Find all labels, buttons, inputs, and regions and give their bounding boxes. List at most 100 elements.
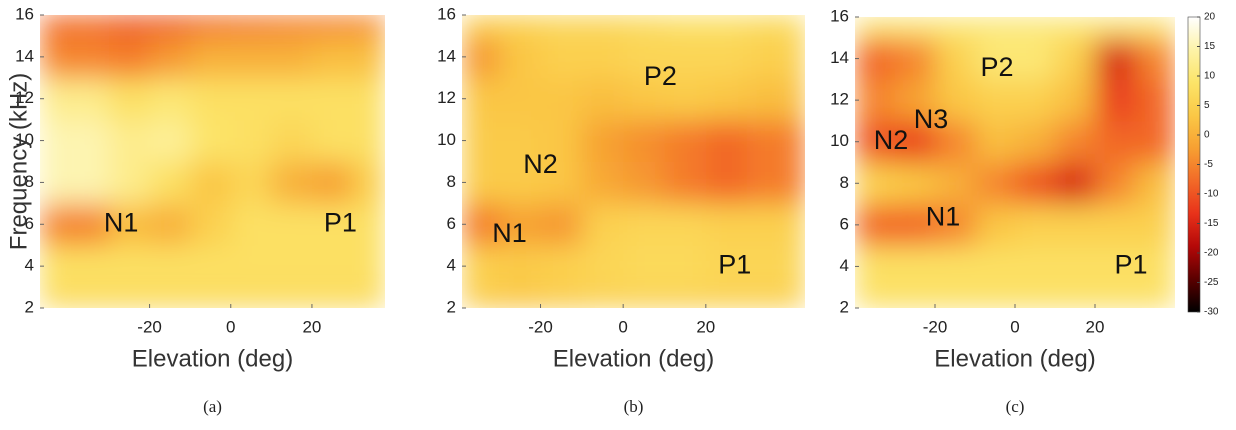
- heat-cell: [664, 245, 707, 288]
- heat-cell: [895, 287, 936, 308]
- heat-cell: [1015, 79, 1056, 122]
- y-tick-label: 14: [15, 46, 34, 65]
- annotation: N1: [492, 218, 527, 248]
- plot-area: [40, 15, 385, 308]
- y-tick-label: 6: [447, 214, 456, 233]
- y-tick-label: 2: [840, 297, 849, 316]
- heat-cell: [1135, 120, 1175, 163]
- heat-cell: [540, 15, 583, 37]
- heat-cell: [109, 35, 151, 79]
- plot-area: [462, 15, 805, 308]
- heat-cell: [462, 77, 500, 121]
- y-tick-label: 12: [437, 88, 456, 107]
- heat-cell: [1055, 79, 1096, 122]
- heat-cell: [462, 15, 500, 37]
- heat-cell: [895, 17, 936, 39]
- heat-cell: [623, 15, 665, 37]
- heat-cell: [352, 287, 385, 308]
- x-tick-label: 20: [1086, 317, 1105, 336]
- heat-cell: [190, 161, 232, 204]
- colorbar-tick-label: -30: [1204, 307, 1219, 318]
- heat-cell: [499, 77, 542, 121]
- heat-cell: [623, 161, 665, 204]
- heat-cell: [40, 77, 110, 121]
- heat-cell: [352, 15, 385, 37]
- heat-cell: [40, 15, 110, 37]
- y-tick-label: 10: [437, 130, 456, 149]
- heat-cell: [895, 204, 936, 247]
- x-tick-label: -20: [923, 317, 948, 336]
- heat-cell: [190, 15, 232, 37]
- colorbar-tick-label: 15: [1204, 41, 1216, 52]
- heat-cell: [1015, 120, 1056, 163]
- heat-cell: [540, 203, 583, 246]
- heat-cell: [149, 35, 191, 79]
- heat-cell: [705, 287, 748, 308]
- heat-cell: [855, 17, 896, 39]
- heat-cell: [705, 161, 748, 204]
- heat-cell: [109, 77, 151, 121]
- heat-cell: [462, 35, 500, 79]
- x-tick-label: -20: [137, 317, 162, 336]
- heatmap-cells: [855, 17, 1175, 308]
- colorbar-tick-label: -5: [1204, 159, 1213, 170]
- heat-cell: [623, 119, 665, 162]
- x-tick-label: -20: [528, 317, 553, 336]
- heat-cell: [149, 15, 191, 37]
- heat-cell: [40, 161, 110, 204]
- annotation: P1: [324, 207, 357, 237]
- caption: (c): [1006, 397, 1025, 416]
- heat-cell: [1095, 287, 1136, 308]
- heat-cell: [271, 35, 313, 79]
- heat-cell: [109, 287, 151, 308]
- heat-cell: [935, 37, 976, 80]
- heat-cell: [855, 37, 896, 80]
- heat-cell: [581, 77, 624, 121]
- y-tick-label: 4: [25, 256, 34, 275]
- heat-cell: [935, 287, 976, 308]
- y-tick-label: 8: [25, 172, 34, 191]
- y-tick-label: 10: [15, 130, 34, 149]
- heat-cell: [271, 15, 313, 37]
- y-tick-label: 12: [15, 88, 34, 107]
- y-tick-label: 12: [830, 90, 849, 109]
- heat-cell: [747, 77, 805, 121]
- x-tick-label: 0: [618, 317, 627, 336]
- heat-cell: [895, 37, 936, 80]
- heat-cell: [311, 35, 354, 79]
- heat-cell: [935, 17, 976, 39]
- heat-cell: [1015, 287, 1056, 308]
- heat-cell: [935, 245, 976, 288]
- heat-cell: [747, 287, 805, 308]
- heat-cell: [311, 77, 354, 121]
- heat-cell: [271, 77, 313, 121]
- heat-cell: [855, 79, 896, 122]
- y-tick-label: 4: [840, 256, 849, 275]
- heat-cell: [1055, 120, 1096, 163]
- heat-cell: [747, 35, 805, 79]
- heat-cell: [1135, 204, 1175, 247]
- heat-cell: [747, 161, 805, 204]
- heat-cell: [581, 203, 624, 246]
- heat-cell: [149, 161, 191, 204]
- heat-cell: [747, 15, 805, 37]
- heatmap-cells: [462, 15, 805, 308]
- heat-cell: [149, 203, 191, 246]
- annotation: N1: [926, 202, 961, 232]
- heat-cell: [975, 120, 1016, 163]
- heat-cell: [311, 161, 354, 204]
- heat-cell: [540, 35, 583, 79]
- heat-cell: [935, 120, 976, 163]
- heat-cell: [581, 119, 624, 162]
- heat-cell: [190, 245, 232, 288]
- colorbar-tick-label: 5: [1204, 100, 1210, 111]
- heat-cell: [895, 120, 936, 163]
- y-axis-label: Frequency (kHz): [5, 73, 32, 250]
- heat-cell: [311, 15, 354, 37]
- heat-cell: [462, 287, 500, 308]
- heat-cell: [462, 119, 500, 162]
- heat-cell: [109, 203, 151, 246]
- heat-cell: [190, 119, 232, 162]
- heat-cell: [705, 245, 748, 288]
- heat-cell: [1015, 37, 1056, 80]
